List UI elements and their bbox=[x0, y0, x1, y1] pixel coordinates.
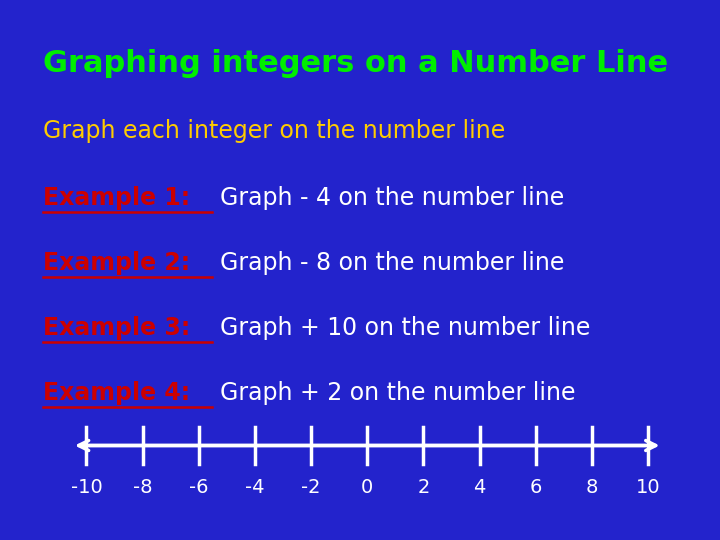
Text: Example 3:: Example 3: bbox=[43, 316, 191, 340]
Text: 8: 8 bbox=[585, 478, 598, 497]
Text: 2: 2 bbox=[417, 478, 430, 497]
Text: Example 2:: Example 2: bbox=[43, 251, 190, 275]
Text: Graphing integers on a Number Line: Graphing integers on a Number Line bbox=[43, 49, 668, 78]
Text: 0: 0 bbox=[361, 478, 374, 497]
Text: -2: -2 bbox=[301, 478, 321, 497]
Text: Graph + 10 on the number line: Graph + 10 on the number line bbox=[220, 316, 590, 340]
Text: Example 4:: Example 4: bbox=[43, 381, 190, 404]
Text: -6: -6 bbox=[189, 478, 209, 497]
Text: 4: 4 bbox=[473, 478, 486, 497]
Text: 6: 6 bbox=[529, 478, 542, 497]
Text: Graph each integer on the number line: Graph each integer on the number line bbox=[43, 119, 505, 143]
Text: Graph - 4 on the number line: Graph - 4 on the number line bbox=[220, 186, 564, 210]
Text: Example 1:: Example 1: bbox=[43, 186, 190, 210]
Text: -4: -4 bbox=[245, 478, 265, 497]
Text: -8: -8 bbox=[132, 478, 153, 497]
Text: Graph + 2 on the number line: Graph + 2 on the number line bbox=[220, 381, 575, 404]
Text: 10: 10 bbox=[636, 478, 660, 497]
Text: Graph - 8 on the number line: Graph - 8 on the number line bbox=[220, 251, 564, 275]
Text: -10: -10 bbox=[71, 478, 102, 497]
